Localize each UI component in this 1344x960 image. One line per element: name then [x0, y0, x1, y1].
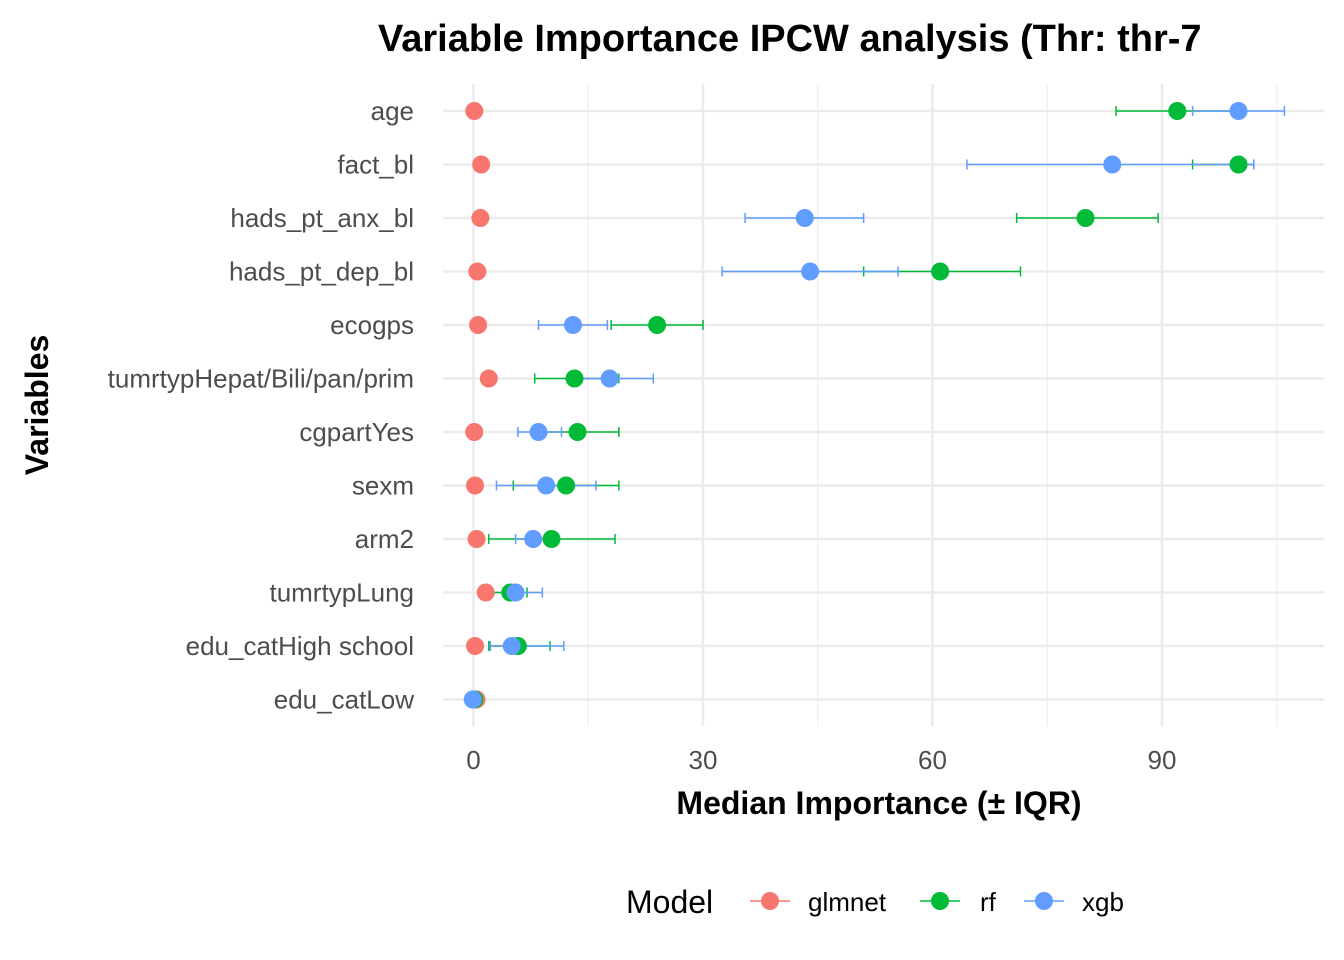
- points-xgb: [463, 102, 1248, 709]
- data-point: [506, 583, 525, 602]
- data-point: [801, 262, 820, 281]
- data-point: [1103, 155, 1122, 174]
- points-rf: [465, 102, 1248, 709]
- data-point: [648, 316, 667, 334]
- y-tick-label: age: [371, 96, 414, 126]
- data-point: [537, 476, 556, 495]
- y-tick-label: hads_pt_anx_bl: [230, 203, 414, 233]
- data-point: [568, 423, 587, 441]
- data-point: [479, 369, 498, 388]
- data-point: [565, 369, 584, 388]
- y-tick-label: ecogps: [330, 310, 414, 340]
- data-point: [600, 369, 619, 388]
- data-point: [471, 209, 490, 227]
- grid: [443, 84, 1324, 726]
- data-point: [465, 423, 484, 441]
- legend-key-point: [931, 892, 949, 910]
- x-tick-label: 60: [918, 745, 947, 775]
- data-point: [476, 583, 495, 602]
- x-axis-title: Median Importance (± IQR): [676, 785, 1081, 821]
- data-point: [502, 637, 521, 655]
- y-tick-label: arm2: [355, 524, 414, 554]
- legend-label: glmnet: [808, 887, 887, 917]
- y-tick-label: sexm: [352, 471, 414, 501]
- data-point: [472, 155, 491, 174]
- data-point: [542, 530, 561, 548]
- data-point: [931, 262, 950, 281]
- data-point: [563, 316, 582, 334]
- data-point: [466, 637, 485, 655]
- data-point: [466, 476, 485, 495]
- data-point: [1076, 209, 1095, 227]
- y-tick-label: fact_bl: [337, 150, 414, 180]
- plot-marks: [463, 102, 1286, 709]
- data-point: [1229, 102, 1248, 120]
- points-glmnet: [465, 102, 498, 709]
- x-tick-label: 90: [1148, 745, 1177, 775]
- y-tick-label: tumrtypLung: [269, 578, 414, 608]
- data-point: [467, 530, 486, 548]
- y-tick-label: edu_catHigh school: [186, 631, 414, 661]
- legend-item-glmnet: glmnet: [750, 887, 887, 917]
- legend-title: Model: [626, 884, 713, 920]
- legend-label: xgb: [1082, 887, 1124, 917]
- data-point: [1168, 102, 1187, 120]
- data-point: [468, 262, 487, 281]
- legend-item-rf: rf: [920, 887, 997, 917]
- legend-item-xgb: xgb: [1024, 887, 1124, 917]
- y-tick-label: edu_catLow: [274, 685, 414, 715]
- x-tick-label: 0: [466, 745, 480, 775]
- data-point: [795, 209, 814, 227]
- legend-key-point: [1035, 892, 1053, 910]
- axes: 0 30 60 90 age fact_bl hads_pt_anx_bl hads_pt_d…: [108, 96, 1177, 775]
- x-tick-label: 30: [689, 745, 718, 775]
- legend-key-point: [761, 892, 779, 910]
- data-point: [529, 423, 548, 441]
- data-point: [1229, 155, 1248, 174]
- y-tick-label: cgpartYes: [299, 417, 414, 447]
- y-tick-label: hads_pt_dep_bl: [229, 257, 414, 287]
- y-axis-title: Variables: [19, 335, 55, 476]
- data-point: [469, 316, 488, 334]
- legend-label: rf: [980, 887, 997, 917]
- legend: Model glmnet rf xgb: [626, 884, 1124, 920]
- data-point: [557, 476, 576, 495]
- chart-title: Variable Importance IPCW analysis (Thr: …: [378, 18, 1202, 60]
- data-point: [465, 102, 484, 120]
- y-tick-label: tumrtypHepat/Bili/pan/prim: [108, 364, 414, 394]
- data-point: [524, 530, 543, 548]
- data-point: [463, 690, 482, 709]
